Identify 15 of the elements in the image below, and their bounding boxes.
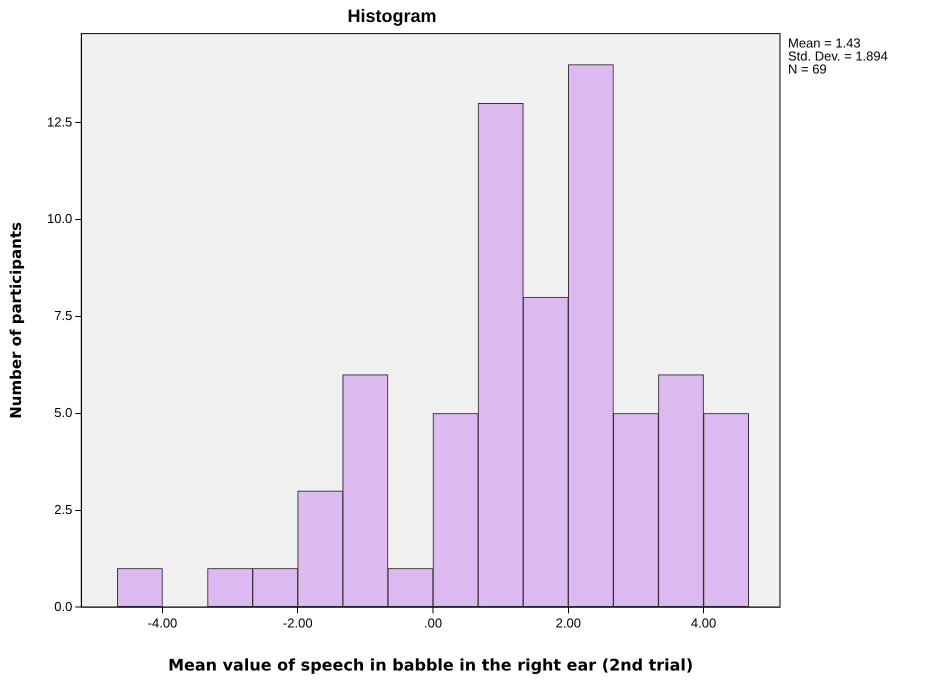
text: Mean = 1.43 Std. Dev. = 1.894 N = 69 xyxy=(788,36,888,77)
y-tick-label: 10.0 xyxy=(46,211,72,226)
y-tick-label: 0.0 xyxy=(54,598,72,614)
x-axis-title: Mean value of speech in babble in the right ear (2nd trial) xyxy=(168,656,694,675)
x-tick-label: 2.00 xyxy=(556,616,581,631)
y-tick-label: 12.5 xyxy=(46,114,72,130)
x-tick-label: -4.00 xyxy=(148,616,178,631)
y-tick-label: 7.5 xyxy=(54,308,72,324)
y-tick-label: 2.5 xyxy=(54,502,72,517)
y-axis-title: Number of participants xyxy=(6,222,25,419)
x-tick-label: .00 xyxy=(424,616,442,631)
y-tick-label: 5.0 xyxy=(54,404,72,420)
chart-title: Histogram xyxy=(347,6,437,26)
x-tick-label: 4.00 xyxy=(690,616,716,631)
x-tick-label: -2.00 xyxy=(282,616,313,631)
